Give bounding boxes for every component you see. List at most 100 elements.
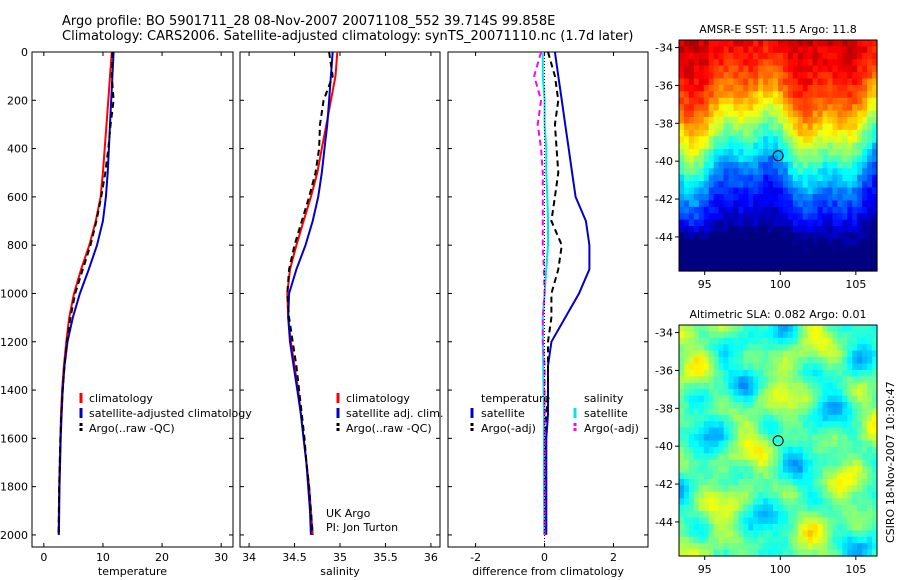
sst-map-cell	[683, 110, 690, 118]
sla-map-cell	[698, 350, 705, 358]
sla-map-cell	[867, 389, 873, 397]
sla-map-cell	[842, 434, 848, 442]
sla-map-cell	[718, 331, 725, 339]
sla-map-cell	[718, 498, 725, 506]
sst-map-cell	[738, 46, 744, 54]
sla-map-cell	[837, 382, 843, 390]
sst-map-cell	[817, 245, 824, 253]
sst-map-cell	[698, 194, 705, 202]
sst-map-cell	[753, 174, 759, 182]
sla-map-cell	[713, 440, 720, 448]
sst-map-cell	[713, 187, 720, 195]
sst-map-cell	[827, 40, 834, 48]
sst-map-cell	[872, 187, 878, 195]
sst-map-cell	[708, 238, 715, 246]
sst-map-cell	[688, 168, 695, 176]
sst-map-cell	[782, 104, 789, 112]
sst-map-cell	[812, 149, 819, 157]
sst-map-cell	[773, 174, 779, 182]
sla-map-cell	[718, 549, 725, 557]
sla-map-cell	[857, 402, 863, 410]
sst-map-cell	[842, 136, 848, 144]
sla-map-cell	[713, 543, 720, 551]
sla-map-cell	[832, 337, 838, 345]
sla-map-cell	[758, 498, 764, 506]
sst-map-cell	[797, 174, 804, 182]
sla-map-cell	[842, 395, 848, 403]
sst-map-cell	[787, 104, 794, 112]
sla-map-cell	[862, 491, 868, 499]
sla-map-cell	[802, 453, 809, 461]
sst-map-cell	[758, 97, 764, 105]
sst-map-cell	[728, 258, 735, 266]
sst-map-cell	[832, 104, 838, 112]
sst-map-cell	[817, 149, 824, 157]
sla-map-cell	[733, 536, 739, 544]
sst-map-cell	[792, 46, 799, 54]
sla-map-cell	[827, 491, 834, 499]
sla-map-cell	[738, 536, 744, 544]
sla-map-cell	[837, 369, 843, 377]
sst-map-cell	[847, 52, 853, 60]
sla-map-cell	[748, 369, 754, 377]
sst-map-cell	[862, 84, 868, 92]
sst-map-cell	[807, 161, 814, 169]
sla-map-cell	[693, 453, 700, 461]
sst-map-cell	[792, 264, 799, 272]
sst-map-cell	[847, 142, 853, 150]
sla-map-cell	[787, 543, 794, 551]
sla-map-cell	[763, 434, 769, 442]
sla-map-cell	[867, 536, 873, 544]
sla-map-cell	[679, 440, 685, 448]
sst-map-cell	[787, 136, 794, 144]
temperature-xlabel: temperature	[98, 565, 167, 578]
sst-map-cell	[817, 52, 824, 60]
sla-map-cell	[827, 472, 834, 480]
sla-map-cell	[713, 427, 720, 435]
sla-map-cell	[723, 440, 730, 448]
sla-map-cell	[718, 344, 725, 352]
sla-map-cell	[817, 376, 824, 384]
sla-map-cell	[688, 543, 695, 551]
sla-map-cell	[679, 504, 685, 512]
difference-legend-heading: temperature	[481, 392, 550, 405]
sst-map-cell	[753, 52, 759, 60]
sst-map-cell	[787, 40, 794, 48]
sst-map-cell	[758, 238, 764, 246]
sst-map-cell	[842, 91, 848, 99]
sla-map-cell	[847, 459, 853, 467]
sst-map-cell	[862, 46, 868, 54]
sla-map-cell	[703, 350, 710, 358]
sst-map-cell	[743, 174, 749, 182]
sla-map-cell	[842, 389, 848, 397]
sla-map-cell	[852, 382, 858, 390]
sst-map-cell	[867, 187, 873, 195]
sst-map-cell	[837, 174, 843, 182]
sst-map-cell	[782, 174, 789, 182]
sst-map-cell	[857, 149, 863, 157]
sla-map-cell	[832, 517, 838, 525]
sla-map-cell	[787, 549, 794, 557]
sla-map-cell	[733, 472, 739, 480]
sla-map-cell	[683, 543, 690, 551]
sst-map-cell	[867, 258, 873, 266]
sla-map-cell	[837, 357, 843, 365]
sla-map-cell	[847, 408, 853, 416]
sla-map-cell	[753, 511, 759, 519]
sla-map-cell	[693, 408, 700, 416]
sla-map-cell	[688, 511, 695, 519]
sst-map-cell	[802, 123, 809, 131]
sst-map-cell	[842, 104, 848, 112]
sla-map-cell	[787, 408, 794, 416]
sla-map-cell	[782, 491, 789, 499]
sst-map-cell	[683, 72, 690, 80]
sla-map-cell	[827, 466, 834, 474]
sst-map-cell	[728, 174, 735, 182]
sla-map-cell	[822, 517, 829, 525]
sla-map-cell	[832, 344, 838, 352]
sla-map-cell	[792, 434, 799, 442]
sla-map-cell	[807, 530, 814, 538]
sla-map-cell	[708, 395, 715, 403]
sla-map-cell	[713, 459, 720, 467]
sla-map-cell	[708, 389, 715, 397]
